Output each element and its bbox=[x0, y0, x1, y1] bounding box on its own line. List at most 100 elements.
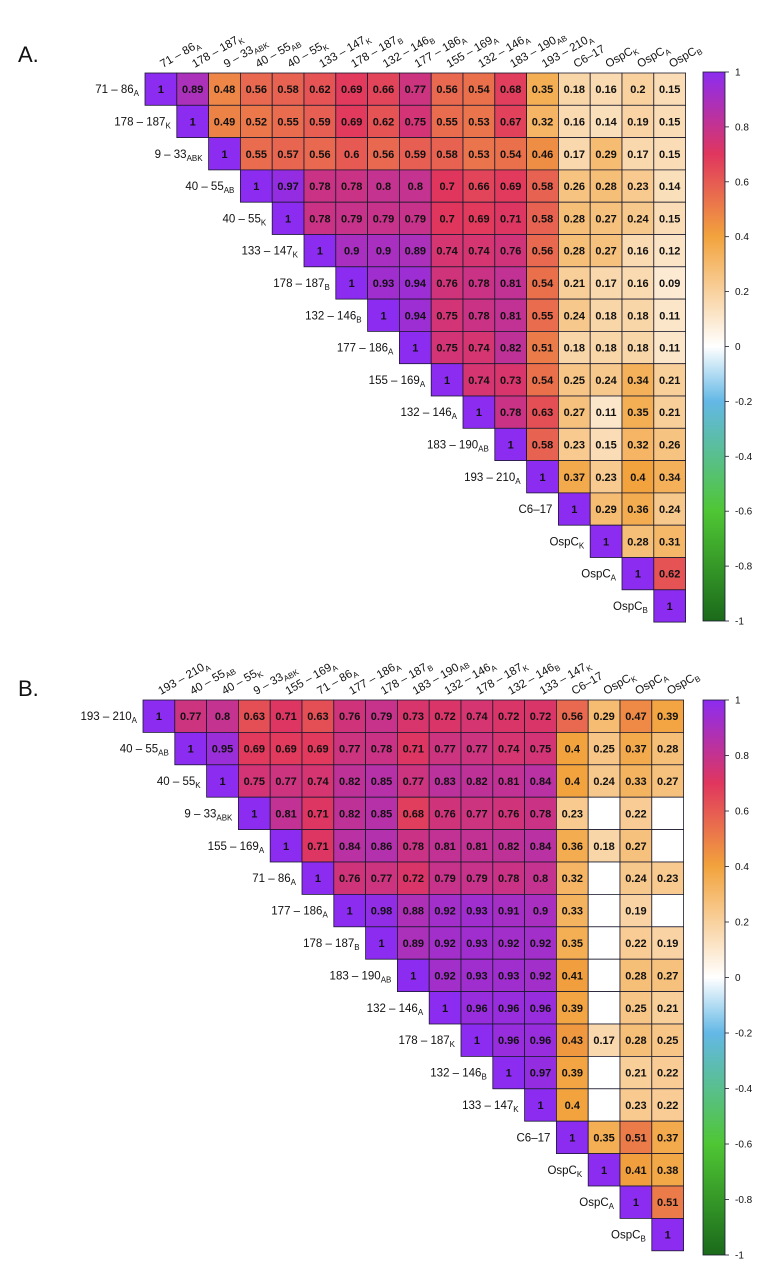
cell-value-label: 0.22 bbox=[625, 808, 646, 820]
cell-value-label: 0.55 bbox=[246, 149, 267, 161]
cell-value-label: 0.72 bbox=[403, 873, 424, 885]
cell-value-label: 1 bbox=[156, 711, 162, 723]
cell-value-label: 0.89 bbox=[403, 938, 424, 950]
heatmap-cell bbox=[556, 699, 589, 733]
heatmap-cell bbox=[398, 234, 432, 268]
cell-value-label: 0.28 bbox=[564, 213, 585, 225]
cell-value-label: 0.28 bbox=[595, 181, 616, 193]
cell-value-label: 1 bbox=[442, 1003, 448, 1015]
heatmap-cell bbox=[589, 201, 623, 235]
cell-value-label: 0.26 bbox=[659, 439, 680, 451]
cell-value-label: 1 bbox=[349, 278, 355, 290]
cell-value-label: 1 bbox=[380, 310, 386, 322]
cell-value-label: 0.54 bbox=[500, 149, 522, 161]
heatmap-cell bbox=[301, 796, 335, 831]
heatmap-cell bbox=[333, 829, 366, 863]
heatmap-cell bbox=[621, 557, 655, 591]
cell-value-label: 0.34 bbox=[659, 472, 681, 484]
row-label: 183 – 190AB bbox=[427, 439, 489, 453]
cell-value-label: 0.84 bbox=[530, 841, 552, 853]
cell-value-label: 0.69 bbox=[307, 744, 328, 756]
colorbar-tick-label: 0.2 bbox=[735, 287, 749, 298]
colorbar bbox=[702, 699, 726, 1256]
cell-value-label: 0.75 bbox=[436, 310, 457, 322]
cell-value-label: 0.43 bbox=[562, 1035, 583, 1047]
row-label: 178 – 187K bbox=[398, 1035, 455, 1049]
cell-value-label: 1 bbox=[251, 808, 257, 820]
heatmap-cell bbox=[142, 699, 176, 733]
heatmap-cell bbox=[398, 137, 432, 171]
heatmap-cell bbox=[428, 894, 462, 928]
heatmap-cell bbox=[589, 363, 623, 397]
heatmap-cell bbox=[558, 363, 591, 397]
cell-value-label: 0.77 bbox=[371, 873, 392, 885]
cell-value-label: 1 bbox=[190, 116, 196, 128]
cell-value-label: 0.74 bbox=[468, 343, 490, 355]
heatmap-cell bbox=[653, 492, 686, 526]
cell-value-label: 0.96 bbox=[530, 1035, 551, 1047]
cell-value-label: 0.86 bbox=[371, 841, 392, 853]
cell-value-label: 0.56 bbox=[436, 84, 457, 96]
cell-value-label: 0.58 bbox=[532, 213, 553, 225]
cell-value-label: 0.68 bbox=[403, 808, 424, 820]
cell-value-label: 0.59 bbox=[405, 149, 426, 161]
heatmap-cell bbox=[524, 796, 557, 831]
cell-value-label: 1 bbox=[508, 439, 514, 451]
row-label: OspCK bbox=[549, 536, 584, 550]
cell-value-label: 0.17 bbox=[593, 1035, 614, 1047]
heatmap-cell bbox=[621, 395, 655, 429]
cell-value-label: 0.7 bbox=[439, 181, 454, 193]
cell-value-label: 0.18 bbox=[627, 310, 648, 322]
cell-value-label: 0.55 bbox=[277, 116, 298, 128]
cell-value-label: 0.71 bbox=[500, 213, 521, 225]
heatmap-cell bbox=[556, 1088, 589, 1122]
heatmap-cell bbox=[174, 699, 208, 733]
row-label: 133 – 147K bbox=[462, 1100, 519, 1114]
heatmap-cell bbox=[524, 699, 557, 733]
cell-value-label: 0.16 bbox=[627, 246, 648, 258]
colorbar bbox=[702, 71, 726, 622]
cell-value-label: 0.66 bbox=[373, 84, 394, 96]
heatmap-cell bbox=[176, 104, 210, 139]
cell-value-label: 1 bbox=[158, 84, 164, 96]
cell-value-label: 0.27 bbox=[595, 246, 616, 258]
heatmap-cell bbox=[428, 991, 462, 1025]
cell-value-label: 0.29 bbox=[595, 504, 616, 516]
heatmap-cell bbox=[651, 958, 684, 993]
heatmap-cell bbox=[653, 266, 686, 300]
cell-value-label: 0.52 bbox=[246, 116, 267, 128]
heatmap-cell bbox=[335, 234, 368, 268]
cell-value-label: 0.27 bbox=[657, 776, 678, 788]
cell-value-label: 0.11 bbox=[659, 343, 680, 355]
cell-value-label: 0.56 bbox=[246, 84, 267, 96]
row-label: 40 – 55K bbox=[222, 213, 266, 227]
cell-value-label: 0.28 bbox=[627, 536, 648, 548]
heatmap-cell bbox=[365, 796, 398, 831]
heatmap-cell bbox=[651, 861, 684, 895]
heatmap-cell bbox=[587, 764, 621, 798]
cell-value-label: 0.63 bbox=[307, 711, 328, 723]
cell-value-label: 0.18 bbox=[564, 343, 585, 355]
cell-value-label: 0.78 bbox=[468, 278, 489, 290]
cell-value-label: 0.16 bbox=[627, 278, 648, 290]
cell-value-label: 0.39 bbox=[562, 1068, 583, 1080]
colorbar-tick-label: 0.4 bbox=[735, 232, 749, 243]
heatmap-cell bbox=[587, 1023, 621, 1057]
cell-value-label: 0.79 bbox=[373, 213, 394, 225]
heatmap-cell bbox=[208, 137, 241, 171]
cell-value-label: 0.93 bbox=[373, 278, 394, 290]
cell-value-label: 0.96 bbox=[498, 1035, 519, 1047]
heatmap-cell bbox=[619, 732, 653, 766]
cell-value-label: 0.78 bbox=[468, 310, 489, 322]
heatmap-cell bbox=[494, 234, 527, 268]
cell-value-label: 0.84 bbox=[530, 776, 552, 788]
heatmap-cell bbox=[619, 829, 653, 863]
heatmap-cell bbox=[237, 699, 271, 733]
cell-value-label: 0.25 bbox=[657, 1035, 678, 1047]
cell-value-label: 0.49 bbox=[214, 116, 235, 128]
cell-value-label: 1 bbox=[378, 938, 384, 950]
heatmap-cell bbox=[365, 926, 398, 960]
heatmap-cell bbox=[619, 796, 653, 831]
cell-value-label: 0.32 bbox=[532, 116, 553, 128]
row-label: 9 – 33ABK bbox=[155, 149, 204, 163]
